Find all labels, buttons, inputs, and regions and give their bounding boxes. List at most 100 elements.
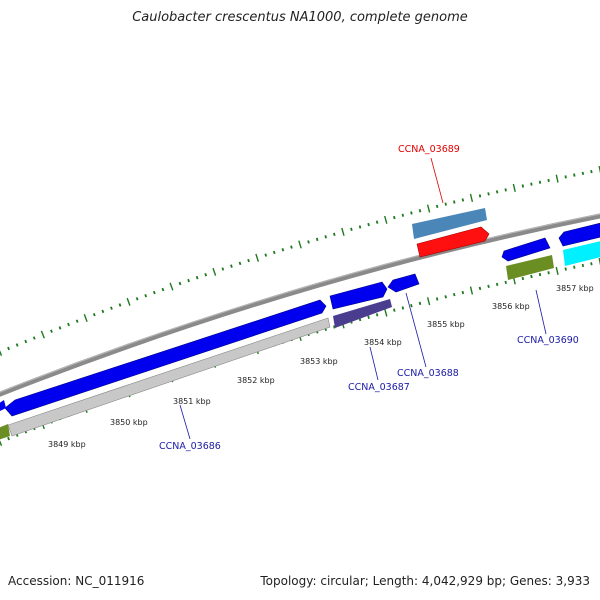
minor-tick [435,204,439,209]
minor-tick [375,220,379,224]
minor-tick [195,275,199,280]
minor-tick [410,211,413,215]
tick-label: 3852 kbp [237,376,275,385]
minor-tick [453,292,456,297]
minor-tick [24,339,28,344]
minor-tick [15,343,19,347]
gene-feature[interactable] [7,317,331,437]
gene-feature[interactable] [0,424,10,440]
minor-tick [290,245,293,249]
tick-label: 3855 kbp [427,320,465,329]
gene-label-ccna-03686[interactable]: CCNA_03686 [159,441,221,452]
gene-feature[interactable] [387,273,420,293]
gene-label-ccna-03690[interactable]: CCNA_03690 [517,335,579,346]
minor-tick [487,284,490,289]
minor-tick [401,213,405,217]
tick-label: 3854 kbp [364,338,402,347]
minor-tick [590,170,593,174]
major-tick [0,350,3,356]
minor-tick [50,329,53,333]
minor-tick [204,273,208,277]
accession-text: Accession: NC_011916 [8,574,145,588]
minor-tick [238,261,242,266]
major-tick [555,174,559,183]
minor-tick [581,171,585,175]
minor-tick [315,237,319,242]
minor-tick [478,194,482,198]
tick-labels: 3849 kbp 3850 kbp 3851 kbp 3852 kbp 3853… [48,284,594,449]
minor-tick [58,326,62,330]
minor-tick [75,319,79,323]
tick-label: 3856 kbp [492,302,530,311]
minor-tick [538,272,542,277]
minor-tick [444,295,447,299]
minor-tick [504,188,507,192]
gene-label-ccna-03689[interactable]: CCNA_03689 [398,144,460,155]
tick-label: 3857 kbp [556,284,594,293]
gene-feature[interactable] [4,299,327,417]
outer-tick-track [0,165,600,356]
tick-label: 3853 kbp [300,357,338,366]
minor-tick [461,290,465,295]
minor-tick [367,315,370,319]
major-tick [598,165,600,174]
map-title: Caulobacter crescentus NA1000, complete … [132,10,468,25]
minor-tick [152,290,156,295]
minor-tick [118,303,122,307]
minor-tick [7,346,10,351]
minor-tick [161,287,165,292]
gene-feature[interactable] [329,281,388,310]
minor-tick [324,235,327,239]
minor-tick [281,248,285,252]
gene-feature[interactable] [563,240,600,266]
major-tick [126,297,131,306]
gene-feature[interactable] [506,255,554,280]
minor-tick [135,297,139,301]
major-tick [40,330,45,339]
genome-backbone-highlight [0,213,600,393]
minor-tick [418,301,422,306]
gene-label-ccna-03688[interactable]: CCNA_03688 [397,368,459,379]
gene-leader-lines [179,157,547,440]
major-tick [426,204,431,213]
minor-tick [92,312,96,317]
minor-tick [495,282,499,287]
minor-tick [521,276,525,281]
minor-tick [444,202,447,206]
tick-label: 3849 kbp [48,440,86,449]
minor-tick [453,200,456,204]
minor-tick [393,308,396,312]
minor-tick [367,222,370,227]
gene-feature[interactable] [501,237,551,262]
minor-tick [110,306,113,310]
minor-tick [401,306,405,310]
major-tick [469,193,474,202]
gene-feature[interactable] [0,400,6,412]
minor-tick [187,278,190,283]
major-tick [83,313,88,322]
minor-tick [418,209,422,213]
minor-tick [573,265,576,269]
minor-tick [435,297,439,301]
minor-tick [393,215,396,220]
minor-tick [530,182,533,186]
minor-tick [521,184,525,188]
gene-label-ccna-03687[interactable]: CCNA_03687 [348,382,410,393]
major-tick [169,282,174,291]
gene-feature[interactable] [412,208,487,239]
minor-tick [590,262,593,266]
minor-tick [504,280,507,285]
minor-tick [461,198,465,202]
major-tick [341,227,345,236]
minor-tick [272,250,276,255]
minor-tick [32,336,36,340]
major-tick [598,257,600,266]
gene-feature[interactable] [333,299,392,328]
minor-tick [530,274,533,279]
tick-label: 3850 kbp [110,418,148,427]
minor-tick [538,180,542,184]
gene-feature[interactable] [558,222,600,247]
gene-feature[interactable] [416,226,490,258]
major-tick [212,267,217,276]
